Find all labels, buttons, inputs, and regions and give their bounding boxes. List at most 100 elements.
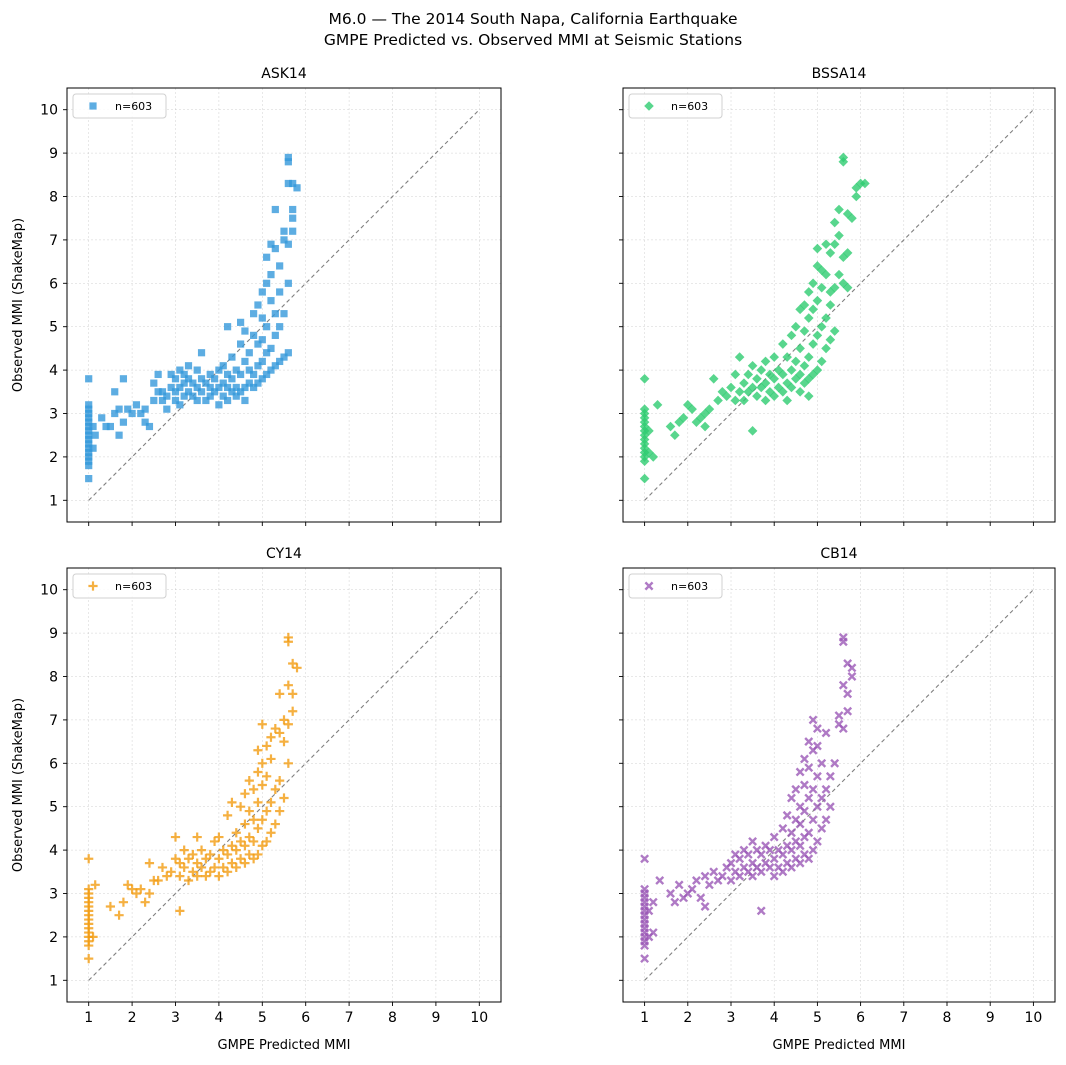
one-to-one-line (644, 109, 1034, 501)
data-point (838, 152, 849, 163)
legend-box (628, 93, 723, 119)
data-point (842, 209, 853, 219)
data-point (726, 876, 736, 885)
data-point (799, 780, 809, 790)
data-point (215, 401, 223, 409)
data-point (283, 758, 293, 768)
y-tick-label: 5 (49, 320, 58, 336)
data-point (231, 845, 241, 855)
data-point (262, 741, 272, 751)
data-point (644, 101, 654, 111)
data-point (843, 689, 853, 699)
x-tick-label: 8 (943, 1010, 952, 1026)
data-point (734, 352, 745, 362)
data-point (817, 793, 827, 803)
data-point (262, 806, 272, 816)
data-point (201, 871, 211, 881)
data-point (176, 401, 184, 409)
data-point (223, 323, 232, 331)
data-point (215, 383, 223, 392)
data-point (816, 282, 827, 293)
data-point (280, 227, 288, 235)
data-point (258, 357, 266, 366)
data-point (644, 906, 654, 916)
data-point (250, 331, 258, 339)
data-point (241, 327, 249, 335)
y-tick-label: 3 (49, 887, 58, 903)
data-point (179, 862, 189, 873)
data-point (812, 771, 822, 781)
data-point (778, 867, 788, 877)
data-point (670, 430, 680, 440)
axes-frame (66, 87, 502, 523)
data-point (141, 418, 149, 426)
data-point (756, 382, 767, 393)
data-point (115, 431, 123, 439)
data-point (808, 339, 818, 349)
data-point (748, 871, 758, 881)
data-point (279, 737, 289, 747)
chart-panel-cb14: 1 2 3 4 5 6 7 8 9 10 CB14 GMPE Predicted MMI n=603 (619, 546, 1056, 1053)
data-point (284, 179, 292, 188)
data-point (769, 871, 779, 881)
data-point (821, 269, 831, 280)
data-point (739, 395, 749, 406)
data-point (830, 758, 840, 768)
y-axis-label: Observed MMI (ShakeMap) (11, 218, 26, 392)
data-point (760, 356, 771, 367)
data-point (747, 360, 758, 371)
x-axis-label: GMPE Predicted MMI (773, 1038, 906, 1053)
data-point (803, 391, 814, 401)
data-point (88, 932, 98, 942)
data-point (150, 396, 158, 405)
data-point (214, 832, 224, 842)
data-point (237, 388, 245, 396)
data-point (276, 288, 284, 296)
data-point (170, 854, 181, 864)
data-point (119, 375, 128, 383)
data-point (236, 836, 246, 847)
data-point (124, 405, 132, 413)
y-tick-label: 6 (49, 276, 58, 292)
data-point (253, 823, 263, 833)
data-points (639, 152, 870, 484)
y-axis-label: Observed MMI (ShakeMap) (11, 698, 26, 872)
data-point (258, 314, 266, 322)
data-point (85, 440, 93, 448)
data-point (270, 723, 280, 734)
data-point (89, 422, 97, 431)
data-point (717, 871, 727, 881)
data-point (834, 230, 844, 241)
data-point (167, 383, 175, 392)
data-point (223, 370, 232, 379)
data-point (206, 392, 214, 400)
data-point (821, 784, 831, 794)
data-point (184, 362, 193, 370)
data-point (778, 849, 788, 859)
data-point (184, 375, 193, 383)
data-point (223, 383, 232, 392)
data-point (644, 581, 654, 591)
x-tick-label: 3 (171, 1010, 180, 1026)
data-point (795, 369, 805, 380)
data-point (249, 784, 259, 794)
data-point (829, 326, 840, 336)
data-point (170, 832, 181, 842)
data-point (249, 854, 259, 864)
data-point (85, 375, 93, 383)
data-point (752, 373, 762, 384)
data-point (123, 880, 133, 890)
data-point (85, 414, 93, 422)
x-tick-label: 2 (683, 1010, 692, 1026)
y-tick-label: 10 (40, 103, 58, 119)
data-point (91, 431, 99, 439)
data-point (192, 871, 202, 881)
data-point (179, 845, 189, 855)
data-point (816, 321, 827, 332)
data-point (808, 815, 818, 825)
data-point (275, 776, 285, 786)
data-point (782, 352, 792, 362)
data-point (734, 387, 745, 397)
data-point (283, 680, 293, 690)
data-point (821, 343, 831, 354)
